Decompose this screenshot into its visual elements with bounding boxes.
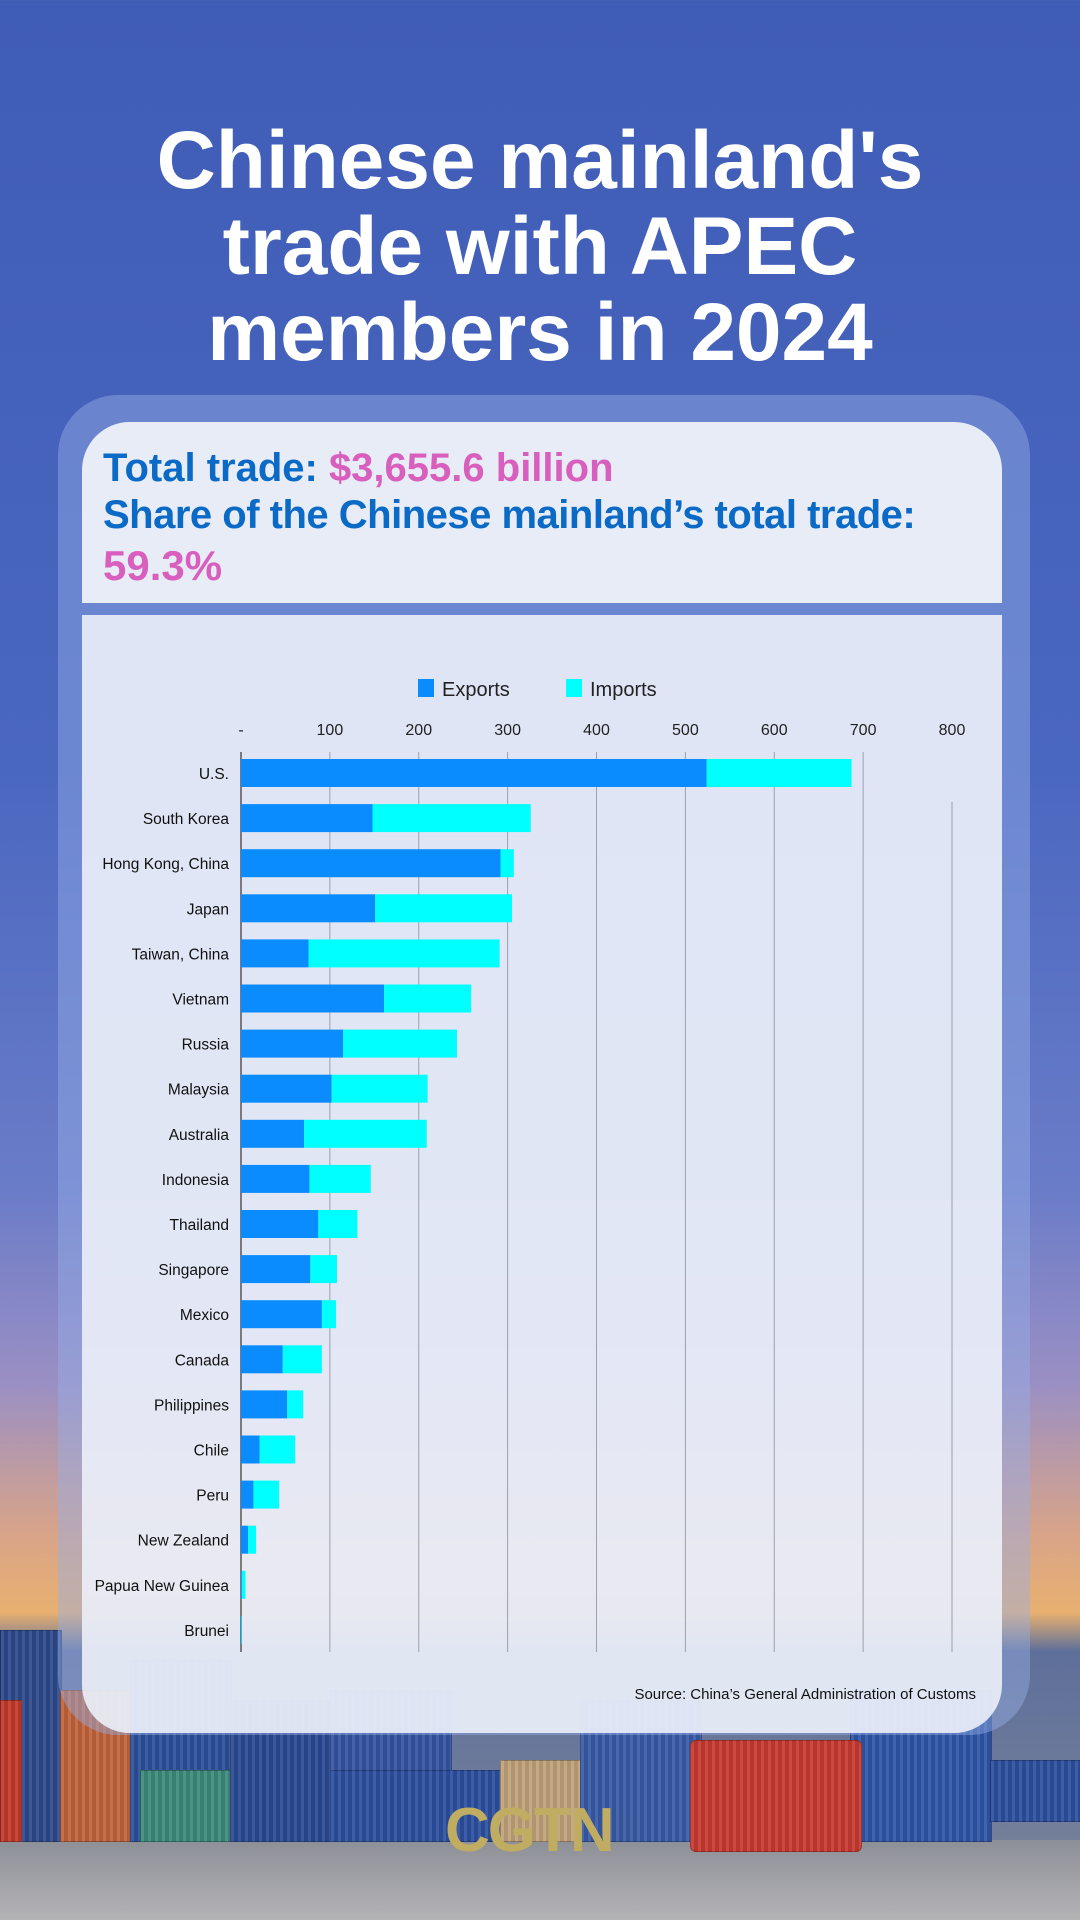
category-label: U.S. xyxy=(199,766,229,783)
x-tick-label: 700 xyxy=(850,722,877,739)
category-label: New Zealand xyxy=(138,1533,229,1550)
category-label: Japan xyxy=(187,901,229,918)
share-label: Share of the Chinese mainland’s total tr… xyxy=(103,493,916,537)
legend-exports-label: Exports xyxy=(442,679,510,701)
bar-imports xyxy=(309,1164,371,1193)
container-shape xyxy=(500,1760,582,1842)
source-note: Source: China’s General Administration o… xyxy=(634,1686,976,1703)
bar-exports xyxy=(241,1615,242,1644)
category-label: Thailand xyxy=(170,1217,229,1234)
bar-exports xyxy=(241,1390,288,1419)
container-shape xyxy=(990,1760,1080,1822)
bar-exports xyxy=(241,1119,305,1148)
bar-imports xyxy=(372,804,531,833)
bar-exports xyxy=(241,804,373,833)
category-label: Brunei xyxy=(184,1623,229,1640)
x-tick-label: 400 xyxy=(583,722,610,739)
bar-exports xyxy=(241,849,501,878)
bar-exports xyxy=(241,1164,310,1193)
bar-exports xyxy=(241,984,385,1013)
bar-exports xyxy=(241,939,309,968)
container-shape xyxy=(140,1770,232,1842)
legend-imports-label: Imports xyxy=(590,679,657,701)
forklift-shape xyxy=(690,1740,862,1852)
total-trade: Total trade: $3,655.6 billion xyxy=(103,446,614,491)
category-label: Mexico xyxy=(180,1307,229,1324)
bar-imports xyxy=(706,759,852,787)
bar-imports xyxy=(343,1029,457,1058)
category-label: Philippines xyxy=(154,1397,229,1414)
bar-imports xyxy=(310,1255,337,1284)
bar-imports xyxy=(282,1345,322,1374)
share-value: 59.3% xyxy=(103,542,223,589)
total-value: $3,655.6 billion xyxy=(328,446,614,490)
category-label: Canada xyxy=(175,1352,230,1369)
title-line: Chinese mainland's xyxy=(156,115,924,206)
title-line: trade with APEC xyxy=(222,201,858,292)
bar-imports xyxy=(321,1300,337,1329)
x-tick-label: 800 xyxy=(939,722,966,739)
title-line: members in 2024 xyxy=(207,287,873,378)
category-label: Indonesia xyxy=(162,1172,230,1189)
category-label: Singapore xyxy=(158,1262,229,1279)
category-label: Malaysia xyxy=(168,1082,230,1099)
x-tick-label: 300 xyxy=(494,722,521,739)
container-shape xyxy=(330,1770,502,1842)
bar-exports xyxy=(241,1210,319,1238)
chart-panel xyxy=(82,615,1002,1733)
category-label: Papua New Guinea xyxy=(95,1578,230,1595)
x-tick-label: - xyxy=(238,722,243,739)
legend-exports-swatch xyxy=(418,679,434,697)
background-ground xyxy=(0,1840,1080,1920)
container-shape xyxy=(0,1700,22,1842)
x-tick-label: 200 xyxy=(405,722,432,739)
category-label: Russia xyxy=(182,1037,230,1054)
category-label: South Korea xyxy=(143,811,230,828)
bar-imports xyxy=(253,1480,280,1509)
bar-exports xyxy=(241,1255,311,1284)
bar-imports xyxy=(287,1390,304,1419)
page-title: Chinese mainland's trade with APEC membe… xyxy=(0,118,1080,376)
bar-imports xyxy=(308,939,500,968)
bar-imports xyxy=(241,1570,246,1599)
bar-exports xyxy=(241,1300,322,1329)
bar-exports xyxy=(241,1525,249,1554)
bar-exports xyxy=(241,1435,260,1464)
x-tick-label: 600 xyxy=(761,722,788,739)
bar-exports xyxy=(241,759,707,787)
bar-exports xyxy=(241,894,376,923)
bar-imports xyxy=(384,984,472,1013)
bar-exports xyxy=(241,1570,242,1599)
bar-imports xyxy=(304,1119,427,1148)
category-label: Taiwan, China xyxy=(132,946,230,963)
bar-imports xyxy=(500,849,514,878)
bar-imports xyxy=(241,1615,242,1644)
bar-imports xyxy=(331,1074,428,1103)
legend-imports-swatch xyxy=(566,679,582,697)
bar-imports xyxy=(318,1210,358,1238)
bar-exports xyxy=(241,1074,332,1103)
category-label: Australia xyxy=(169,1127,230,1144)
category-label: Hong Kong, China xyxy=(102,856,229,873)
category-label: Vietnam xyxy=(172,992,229,1009)
summary-card: Total trade: $3,655.6 billion Share of t… xyxy=(82,422,1002,603)
bar-imports xyxy=(375,894,513,923)
bar-exports xyxy=(241,1480,254,1509)
category-label: Peru xyxy=(196,1488,229,1505)
cgtn-logo: CGTN xyxy=(445,1796,615,1865)
x-tick-label: 100 xyxy=(317,722,344,739)
category-label: Chile xyxy=(194,1443,229,1460)
bar-exports xyxy=(241,1345,283,1374)
bar-imports xyxy=(259,1435,296,1464)
x-tick-label: 500 xyxy=(672,722,699,739)
total-label: Total trade: xyxy=(103,446,329,490)
bar-imports xyxy=(248,1525,257,1554)
bar-exports xyxy=(241,1029,344,1058)
